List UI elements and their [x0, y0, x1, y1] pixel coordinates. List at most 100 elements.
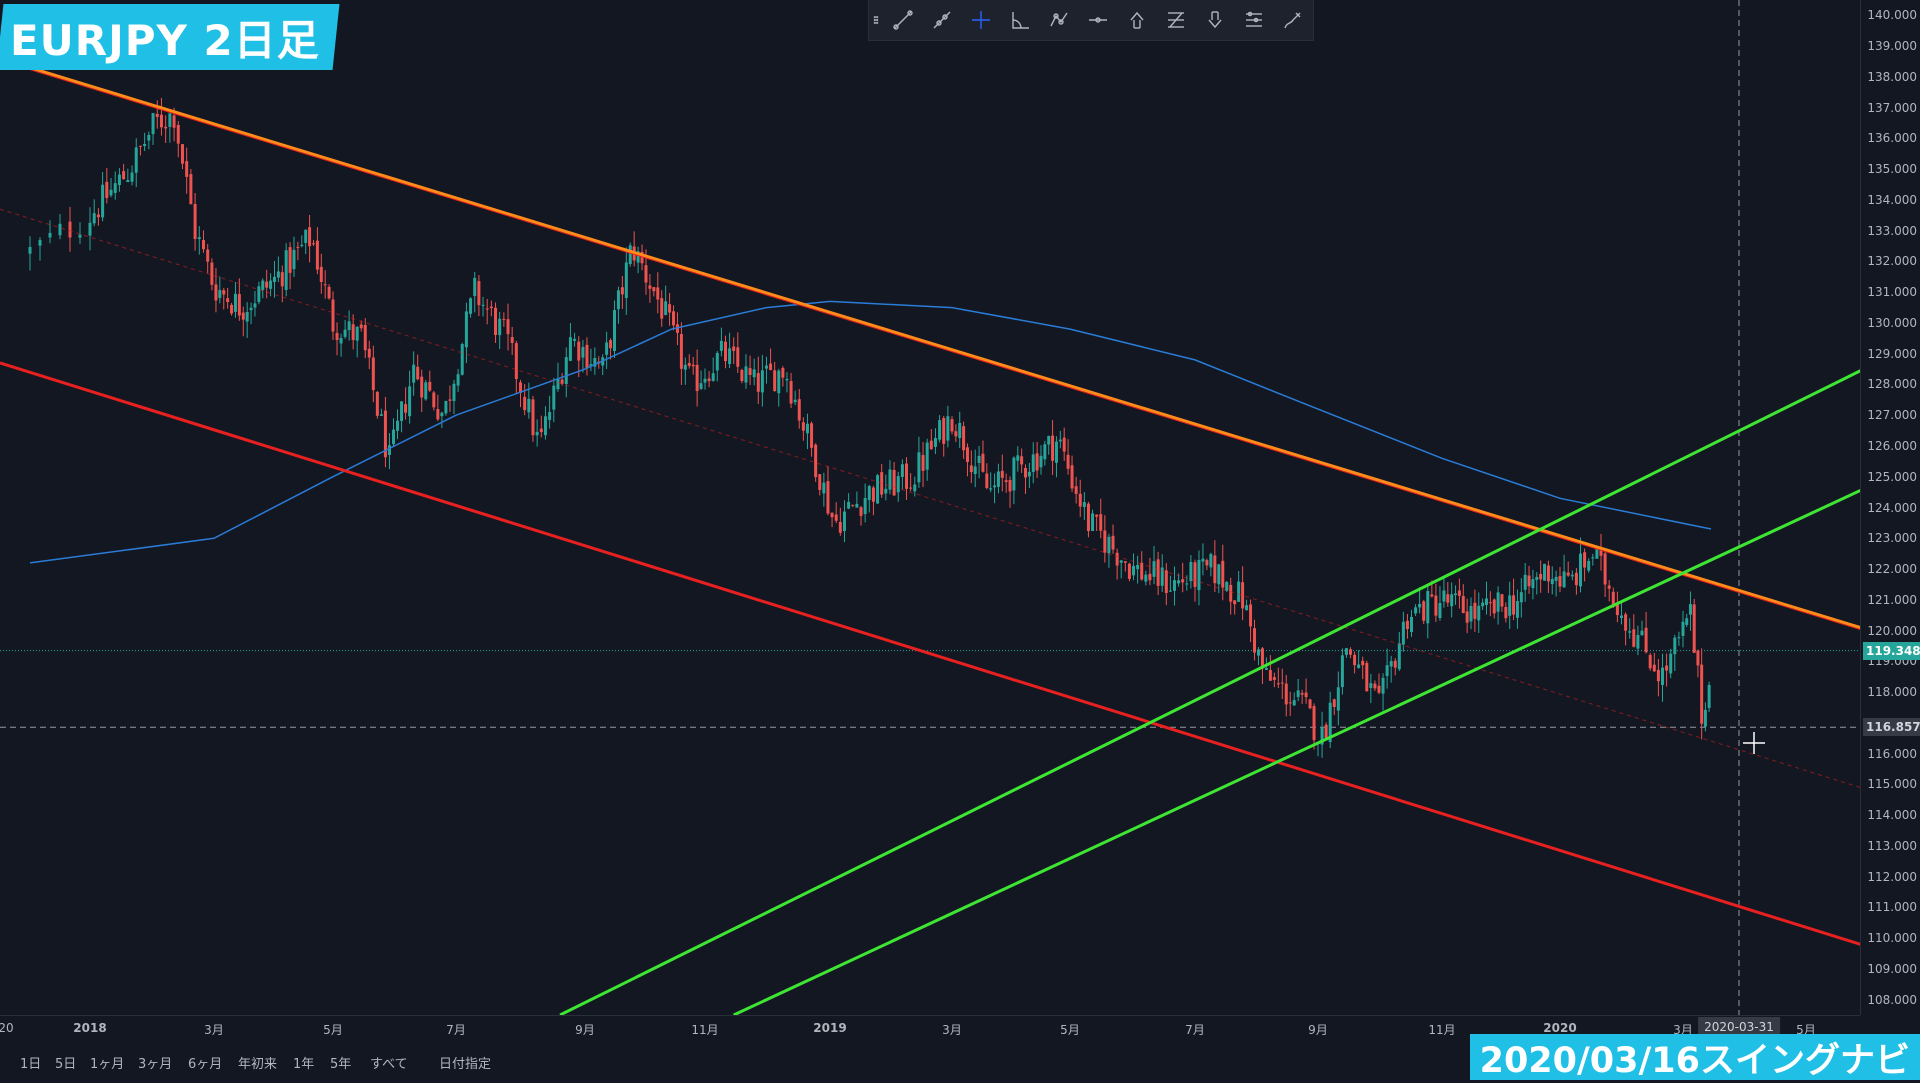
candle-body	[1062, 437, 1066, 452]
candle-body	[1144, 574, 1148, 582]
candle-body	[1661, 667, 1664, 685]
range-button[interactable]: すべて	[370, 1057, 408, 1072]
chart-area[interactable]	[0, 0, 1860, 1015]
price-tick-label: 137.000	[1867, 100, 1917, 115]
candle-body	[989, 488, 993, 490]
arrow-up-icon[interactable]	[1117, 0, 1156, 40]
candle-body	[675, 324, 679, 333]
crosshair-date-label: 2020-03-31	[1698, 1017, 1780, 1037]
candle-body	[288, 247, 292, 273]
candle-body	[1111, 535, 1115, 550]
angle-icon[interactable]	[1000, 0, 1039, 40]
candle-body	[1579, 553, 1582, 587]
arrow-down-icon[interactable]	[1195, 0, 1234, 40]
candle-body	[636, 251, 640, 263]
drag-handle-icon	[869, 0, 883, 40]
time-tick-label: 7月	[1185, 1023, 1205, 1037]
range-button[interactable]: 1年	[293, 1057, 315, 1072]
range-button[interactable]: 5年	[330, 1057, 352, 1072]
candle-body	[728, 348, 732, 365]
trend-line-channel-mid	[0, 208, 1860, 788]
trend-line-resistance	[0, 57, 1860, 630]
candle-body	[1523, 574, 1527, 590]
price-tick-label: 125.000	[1867, 469, 1917, 484]
candle-body	[892, 469, 896, 496]
chart-canvas[interactable]	[0, 0, 1860, 1015]
candle-body	[420, 376, 424, 398]
candle-body	[477, 281, 481, 306]
price-tick-label: 116.000	[1867, 746, 1917, 761]
candle-body	[695, 364, 699, 392]
candle-body	[748, 368, 752, 375]
range-button[interactable]: 1ヶ月	[90, 1057, 125, 1072]
candle-body	[311, 243, 315, 245]
candle-body	[1414, 607, 1418, 614]
candle-body	[552, 385, 556, 410]
candle-body	[1189, 561, 1193, 582]
candle-body	[1531, 579, 1535, 589]
crosshair-icon[interactable]	[961, 0, 1000, 40]
candle-body	[237, 294, 241, 316]
pitchfork-icon[interactable]	[1234, 0, 1273, 40]
candle-body	[1332, 699, 1336, 708]
price-tick-label: 138.000	[1867, 69, 1917, 84]
range-button[interactable]: 6ヶ月	[188, 1057, 223, 1072]
fib-retracement-icon[interactable]	[1156, 0, 1195, 40]
candle-body	[276, 271, 280, 278]
candle-body	[691, 364, 695, 367]
candle-body	[752, 369, 756, 378]
time-tick-label: 5月	[1796, 1023, 1816, 1037]
candle-body	[620, 287, 624, 295]
title-badge: EURJPY 2日足	[0, 4, 340, 70]
price-tick-label: 126.000	[1867, 438, 1917, 453]
trend-line-icon[interactable]	[883, 0, 922, 40]
candle-body	[954, 431, 958, 437]
candle-body	[801, 422, 805, 431]
range-button[interactable]: 3ヶ月	[138, 1057, 173, 1072]
horizontal-line-icon[interactable]	[1078, 0, 1117, 40]
brush-icon[interactable]	[1273, 0, 1312, 40]
candle-body	[514, 343, 518, 380]
candle-body	[1381, 677, 1385, 694]
candle-body	[489, 306, 493, 309]
range-button[interactable]: 日付指定	[439, 1057, 492, 1072]
price-tick-label: 140.000	[1867, 8, 1917, 23]
candle-body	[965, 447, 969, 462]
price-axis[interactable]: 140.000 139.000 138.000 137.000 136.000 135.0…	[1860, 0, 1920, 1015]
range-button[interactable]: 1日	[20, 1057, 42, 1072]
candle-body	[164, 126, 168, 129]
candle-body	[206, 249, 210, 262]
candle-body	[1492, 599, 1496, 614]
price-tick-label: 134.000	[1867, 192, 1917, 207]
candle-body	[375, 391, 379, 416]
candle-body	[126, 179, 130, 183]
candle-body	[1500, 594, 1504, 607]
candle-body	[1012, 457, 1016, 491]
candle-body	[1554, 576, 1558, 581]
candle-body	[265, 281, 269, 288]
candle-body	[609, 340, 613, 349]
candle-body	[1185, 583, 1189, 585]
time-tick-label: 3月	[942, 1023, 962, 1037]
candle-body	[1469, 605, 1473, 622]
candle-body	[498, 318, 502, 336]
candle-body	[1256, 649, 1260, 656]
candle-body	[1225, 582, 1229, 591]
candle-body	[797, 399, 801, 421]
candle-body	[1253, 628, 1257, 653]
candle-body	[1272, 677, 1276, 680]
candle-body	[560, 379, 564, 384]
candle-body	[715, 352, 719, 371]
candle-body	[1024, 468, 1028, 478]
candle-body	[981, 453, 985, 472]
range-button[interactable]: 5日	[55, 1057, 77, 1072]
ray-icon[interactable]	[922, 0, 961, 40]
candle-body	[1148, 573, 1152, 581]
candle-body	[1558, 576, 1562, 587]
candle-body	[876, 475, 880, 504]
time-tick-label: 2018	[73, 1021, 107, 1035]
path-icon[interactable]	[1039, 0, 1078, 40]
range-button[interactable]: 年初来	[238, 1057, 278, 1072]
candle-body	[973, 466, 977, 475]
candle-body	[412, 364, 416, 383]
